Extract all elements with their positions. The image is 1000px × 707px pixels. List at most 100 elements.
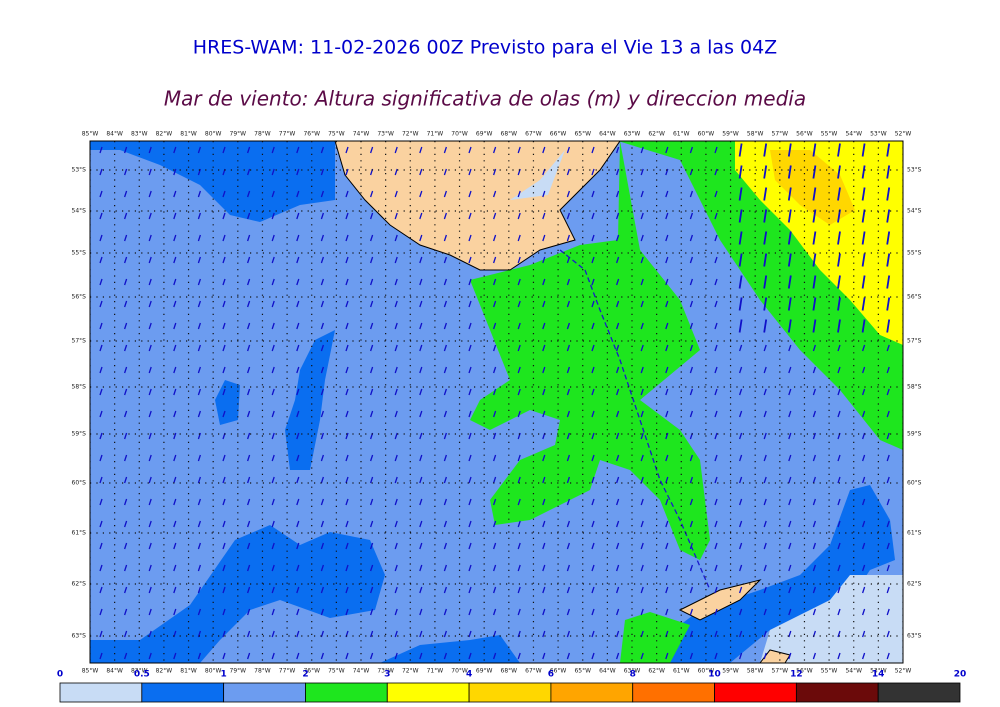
wave-arrow (99, 234, 103, 242)
wave-arrow (763, 187, 768, 201)
lon-label: 76°W (303, 668, 320, 675)
wave-arrow (763, 410, 767, 418)
wave-arrow (615, 388, 620, 396)
wave-arrow (714, 454, 718, 462)
lon-label: 63°W (624, 668, 641, 675)
wave-arrow (886, 520, 890, 528)
wave-arrow (320, 366, 325, 374)
wave-arrow (615, 520, 620, 528)
wave-arrow (99, 300, 103, 308)
wave-arrow (837, 542, 841, 550)
wave-arrow (419, 564, 423, 572)
lat-label: 58°S (72, 384, 87, 391)
wave-arrow (222, 344, 226, 352)
wave-arrow (271, 146, 275, 154)
wave-arrow (517, 366, 521, 374)
wave-arrow (615, 608, 620, 616)
wave-arrow (197, 212, 202, 220)
wave-arrow (566, 256, 571, 264)
wave-arrow (615, 542, 620, 550)
wave-arrow (296, 256, 300, 264)
wave-arrow (665, 454, 669, 462)
wave-arrow (492, 366, 497, 374)
wave-arrow (468, 498, 472, 506)
wave-arrow (787, 209, 792, 223)
wave-arrow (246, 520, 251, 528)
wave-arrow (246, 234, 251, 242)
wave-arrow (271, 608, 275, 616)
wave-arrow (394, 256, 398, 264)
lon-label: 82°W (156, 668, 173, 675)
wave-arrow (714, 630, 718, 638)
lon-label: 60°W (698, 131, 715, 138)
sea-2-3m (470, 141, 710, 560)
lon-label: 85°W (82, 131, 99, 138)
wave-arrow (320, 322, 325, 330)
wave-arrow (271, 564, 275, 572)
wave-arrow (714, 410, 718, 418)
wave-arrow (492, 542, 497, 550)
wave-arrow (861, 231, 866, 245)
wave-arrow (443, 410, 448, 418)
wave-arrow (837, 520, 841, 528)
lat-label: 56°S (907, 294, 922, 301)
wave-arrow (689, 278, 694, 286)
wave-arrow (615, 432, 620, 440)
wave-arrow (123, 146, 128, 154)
wave-arrow (591, 432, 595, 440)
wave-arrow (615, 256, 620, 264)
wave-arrow (222, 212, 226, 220)
wave-arrow (886, 630, 890, 638)
wave-arrow (345, 300, 349, 308)
wave-arrow (246, 564, 251, 572)
wave-arrow (394, 388, 398, 396)
wave-arrow (492, 322, 497, 330)
wave-arrow (812, 165, 817, 179)
wave-arrow (320, 344, 325, 352)
lat-label: 60°S (72, 480, 87, 487)
wave-arrow (763, 319, 768, 333)
lon-label: 69°W (476, 668, 493, 675)
wave-arrow (443, 344, 448, 352)
wave-arrow (591, 630, 595, 638)
wave-arrow (861, 187, 866, 201)
wave-arrow (394, 652, 398, 660)
lon-label: 83°W (131, 668, 148, 675)
wave-arrow (443, 168, 448, 176)
wave-arrow (665, 388, 669, 396)
wave-arrow (443, 630, 448, 638)
wave-arrow (468, 586, 472, 594)
wave-arrow (222, 608, 226, 616)
lon-label: 52°W (895, 668, 912, 675)
colorbar-label: 0 (57, 670, 63, 680)
wave-arrow (689, 652, 694, 660)
wave-arrow (492, 520, 497, 528)
wave-arrow (320, 234, 325, 242)
wave-arrow (271, 652, 275, 660)
wave-arrow (812, 542, 817, 550)
wave-arrow (788, 630, 792, 638)
lon-label: 83°W (131, 131, 148, 138)
wave-arrow (542, 498, 546, 506)
colorbar-label: 10 (708, 670, 721, 680)
wave-arrow (566, 190, 571, 198)
wave-arrow (738, 319, 743, 333)
wave-arrow (320, 300, 325, 308)
wave-arrow (566, 344, 571, 352)
wave-arrow (99, 608, 103, 616)
lat-label: 55°S (907, 250, 922, 257)
wave-arrow (345, 366, 349, 374)
wave-arrow (271, 300, 275, 308)
wave-arrow (738, 520, 743, 528)
wave-arrow (812, 520, 817, 528)
wave-arrow (246, 652, 251, 660)
wave-arrow (812, 476, 817, 484)
wave-arrow (640, 190, 644, 198)
lon-label: 72°W (402, 131, 419, 138)
wave-arrow (517, 388, 521, 396)
wave-arrow (542, 190, 546, 198)
wave-arrow (787, 297, 792, 311)
wave-arrow (492, 190, 497, 198)
wave-arrow (296, 234, 300, 242)
